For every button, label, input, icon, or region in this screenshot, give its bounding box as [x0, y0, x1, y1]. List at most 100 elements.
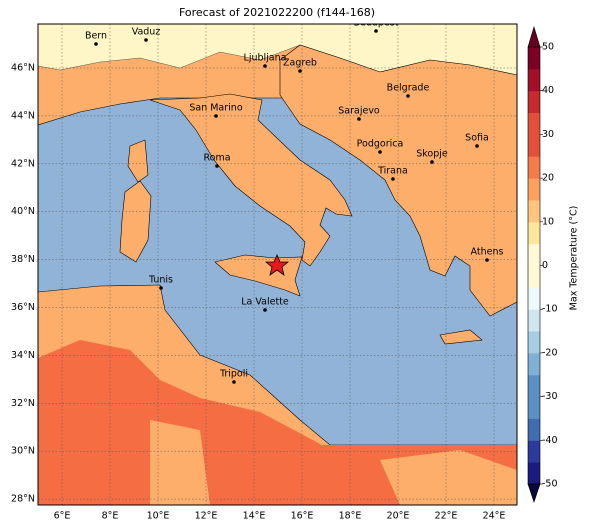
city-dot — [485, 258, 489, 262]
colorbar-band — [528, 462, 540, 485]
colorbar-band — [528, 309, 540, 332]
city-label: Podgorica — [357, 139, 404, 150]
colorbar-tick-label: 30 — [542, 129, 554, 140]
colorbar-label: Max Temperature (°C) — [569, 206, 580, 311]
colorbar-tick-label: 10 — [542, 216, 554, 227]
lat-tick-label: 38°N — [11, 254, 35, 265]
city-label: Bern — [85, 31, 107, 42]
city-label: Roma — [203, 153, 230, 164]
colorbar-tick-label: 40 — [542, 85, 554, 96]
city-label: Budapest — [354, 18, 399, 29]
city-dot — [357, 117, 361, 121]
city-dot — [298, 69, 302, 73]
colorbar-band — [528, 374, 540, 398]
title: Forecast of 2021022200 (f144-168) — [179, 6, 375, 19]
lat-tick-label: 28°N — [11, 494, 35, 505]
colorbar-band — [528, 418, 540, 441]
crete — [439, 329, 483, 345]
colorbar-tick-label: -50 — [542, 479, 558, 490]
colorbar-tick-label: -30 — [542, 391, 558, 402]
city-label: San Marino — [189, 103, 242, 114]
colorbar-band — [528, 352, 540, 376]
city-label: Ljubljana — [244, 53, 287, 64]
city-label: Tirana — [377, 166, 408, 177]
lat-tick-label: 32°N — [11, 398, 35, 409]
map-frame — [37, 23, 518, 506]
city-dot — [406, 94, 410, 98]
city-dot — [144, 38, 148, 42]
colorbar-band — [528, 199, 540, 223]
city-dot — [475, 144, 479, 148]
city-label: Skopje — [416, 149, 448, 160]
colorbar-band — [528, 178, 540, 201]
colorbar-band — [528, 440, 540, 463]
city-label: Athens — [471, 247, 504, 258]
colorbar-band — [528, 90, 540, 114]
city-dot — [374, 29, 378, 33]
colorbar-extend-high — [527, 25, 541, 48]
city-label: Tunis — [148, 275, 173, 286]
city-dot — [214, 114, 218, 118]
city-dot — [430, 160, 434, 164]
colorbar-tick-label: -10 — [542, 304, 558, 315]
city-label: La Valette — [241, 297, 289, 308]
city-dot — [215, 164, 219, 168]
colorbar-tick-label: 20 — [542, 173, 554, 184]
balkans — [279, 44, 517, 317]
colorbar-tick-label: 0 — [542, 260, 548, 271]
warm-patch — [150, 420, 210, 505]
city-label: Zagreb — [283, 58, 317, 69]
lon-tick-label: 24°E — [483, 511, 506, 522]
lon-tick-label: 10°E — [147, 511, 170, 522]
corsica — [127, 139, 149, 183]
colorbar-band — [528, 265, 540, 288]
colorbar-band — [528, 134, 540, 157]
city-label: Tripoli — [219, 369, 248, 380]
colorbar-tick-label: -40 — [542, 435, 558, 446]
city-dot — [263, 64, 267, 68]
city-label: Sofia — [465, 133, 489, 144]
colorbar-band — [528, 243, 540, 266]
lon-tick-label: 18°E — [339, 511, 362, 522]
colorbar-band — [528, 47, 540, 70]
lon-tick-label: 22°E — [435, 511, 458, 522]
lon-tick-label: 12°E — [195, 511, 218, 522]
city-dot — [378, 150, 382, 154]
colorbar-band — [528, 156, 540, 179]
forecast-point-marker — [264, 253, 290, 276]
colorbar: 50 40 30 20 10 0 -10 -20 -30 -40 -50 — [527, 25, 558, 503]
lat-tick-label: 44°N — [11, 110, 35, 121]
colorbar-tick-label: -20 — [542, 347, 558, 358]
lon-tick-label: 20°E — [387, 511, 410, 522]
lon-tick-label: 16°E — [291, 511, 314, 522]
lon-tick-label: 8°E — [102, 511, 119, 522]
lon-tick-label: 14°E — [243, 511, 266, 522]
lat-tick-label: 34°N — [11, 350, 35, 361]
colorbar-extend-low — [527, 483, 541, 503]
colorbar-band — [528, 68, 540, 92]
city-dot — [94, 42, 98, 46]
italy — [149, 93, 353, 267]
colorbar-band — [528, 396, 540, 419]
lat-tick-label: 36°N — [11, 302, 35, 313]
colorbar-band — [528, 221, 540, 245]
city-dot — [391, 177, 395, 181]
colorbar-tick-label: 50 — [542, 42, 554, 53]
lat-tick-label: 46°N — [11, 63, 35, 74]
lat-tick-label: 30°N — [11, 446, 35, 457]
city-dot — [263, 308, 267, 312]
sardinia — [119, 180, 152, 263]
city-label: Vaduz — [132, 27, 161, 38]
colorbar-band — [528, 331, 540, 354]
colorbar-band — [528, 112, 540, 135]
city-dot — [159, 286, 163, 290]
lon-tick-label: 6°E — [54, 511, 71, 522]
colorbar-band — [528, 287, 540, 310]
city-label: Belgrade — [387, 83, 430, 94]
lat-tick-label: 40°N — [11, 206, 35, 217]
city-dot — [232, 380, 236, 384]
lat-tick-label: 42°N — [11, 158, 35, 169]
